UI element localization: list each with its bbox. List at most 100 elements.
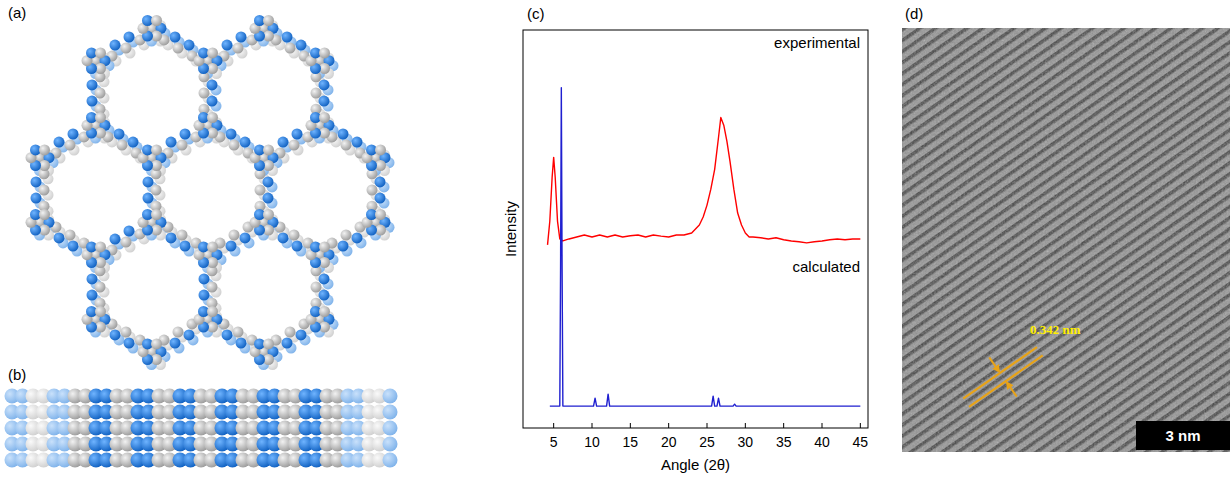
linker-atom xyxy=(124,32,135,43)
x-tick xyxy=(860,423,861,428)
linker-atom xyxy=(222,40,233,51)
linker-atom xyxy=(338,241,349,252)
linker-atom xyxy=(319,79,330,90)
panel-letter: (b) xyxy=(8,366,26,383)
linker-atom xyxy=(289,140,300,151)
x-tick-label: 20 xyxy=(661,434,677,450)
linker-atom xyxy=(222,329,233,340)
linker-atom xyxy=(278,232,289,243)
linker-atom xyxy=(296,329,307,340)
node-atom xyxy=(207,47,218,58)
linker-atom xyxy=(173,327,184,338)
node-atom xyxy=(39,144,50,155)
spacing-arrow xyxy=(989,357,999,371)
linker-atom xyxy=(229,230,240,241)
node-atom xyxy=(319,306,330,317)
series-label: calculated xyxy=(792,258,860,275)
linker-atom xyxy=(282,32,293,43)
x-tick-label: 10 xyxy=(584,434,600,450)
linker-atom xyxy=(338,129,349,140)
linker-atom xyxy=(117,140,128,151)
linker-atom xyxy=(110,234,121,245)
spacing-line xyxy=(963,347,1037,399)
linker-atom xyxy=(68,241,79,252)
y-axis-title: Intensity xyxy=(502,201,519,257)
framework-layer xyxy=(30,20,395,370)
x-tick-label: 25 xyxy=(699,434,715,450)
linker-atom xyxy=(352,137,363,148)
linker-atom xyxy=(87,79,98,90)
panel-letter: (a) xyxy=(8,4,26,21)
series-line xyxy=(550,88,861,406)
linker-atom xyxy=(110,40,121,51)
linker-atom xyxy=(114,129,125,140)
linker-atom xyxy=(180,129,191,140)
linker-atom xyxy=(121,237,132,248)
node-atom xyxy=(95,306,106,317)
linker-atom xyxy=(278,137,289,148)
x-tick xyxy=(745,423,746,428)
linker-atom xyxy=(240,137,251,148)
linker-atom xyxy=(87,96,98,107)
tem-tone xyxy=(902,28,1230,452)
linker-atom xyxy=(311,282,322,293)
scale-bar-box xyxy=(1136,421,1230,450)
framework-side-view xyxy=(5,389,398,468)
linker-atom xyxy=(289,230,300,241)
node-atom xyxy=(151,15,162,26)
node-atom xyxy=(95,47,106,58)
x-tick xyxy=(668,423,669,428)
linker-atom xyxy=(166,137,177,148)
linker-atom xyxy=(236,338,247,349)
linker-atom xyxy=(319,96,330,107)
linker-atom xyxy=(39,185,50,196)
linker-atom xyxy=(87,290,98,301)
linker-atom xyxy=(229,140,240,151)
linker-atom xyxy=(177,230,188,241)
spacing-arrow xyxy=(1007,383,1017,397)
tem-noise xyxy=(902,28,1230,452)
linker-atom xyxy=(199,88,210,99)
linker-atom xyxy=(54,137,65,148)
linker-atom xyxy=(263,176,274,187)
linker-atom xyxy=(121,43,132,54)
linker-atom xyxy=(121,327,132,338)
linker-atom xyxy=(341,140,352,151)
node-atom xyxy=(263,338,274,349)
node-atom xyxy=(151,209,162,220)
node-atom xyxy=(151,338,162,349)
node-atom xyxy=(207,241,218,252)
linker-atom xyxy=(143,193,154,204)
node-atom xyxy=(263,15,274,26)
linker-atom xyxy=(151,185,162,196)
layer-atom xyxy=(383,437,398,452)
x-tick xyxy=(707,423,708,428)
linker-atom xyxy=(263,193,274,204)
panel-letter: (c) xyxy=(527,5,545,22)
node-atom xyxy=(375,144,386,155)
x-axis-title: Angle (2θ) xyxy=(661,456,730,473)
linker-atom xyxy=(292,241,303,252)
linker-atom xyxy=(124,338,135,349)
linker-atom xyxy=(31,176,42,187)
linker-atom xyxy=(128,137,139,148)
spacing-line xyxy=(969,355,1043,407)
linker-atom xyxy=(143,176,154,187)
linker-atom xyxy=(255,185,266,196)
node-atom xyxy=(319,47,330,58)
panel-letter: (d) xyxy=(905,5,923,22)
linker-atom xyxy=(319,290,330,301)
linker-atom xyxy=(233,43,244,54)
linker-atom xyxy=(87,273,98,284)
framework-top-view xyxy=(26,15,395,370)
linker-atom xyxy=(68,129,79,140)
linker-atom xyxy=(207,96,218,107)
node-atom xyxy=(207,306,218,317)
linker-atom xyxy=(180,241,191,252)
x-tick xyxy=(630,423,631,428)
linker-atom xyxy=(292,129,303,140)
x-tick xyxy=(783,423,784,428)
linker-atom xyxy=(166,232,177,243)
series-line xyxy=(548,118,861,245)
linker-atom xyxy=(352,232,363,243)
